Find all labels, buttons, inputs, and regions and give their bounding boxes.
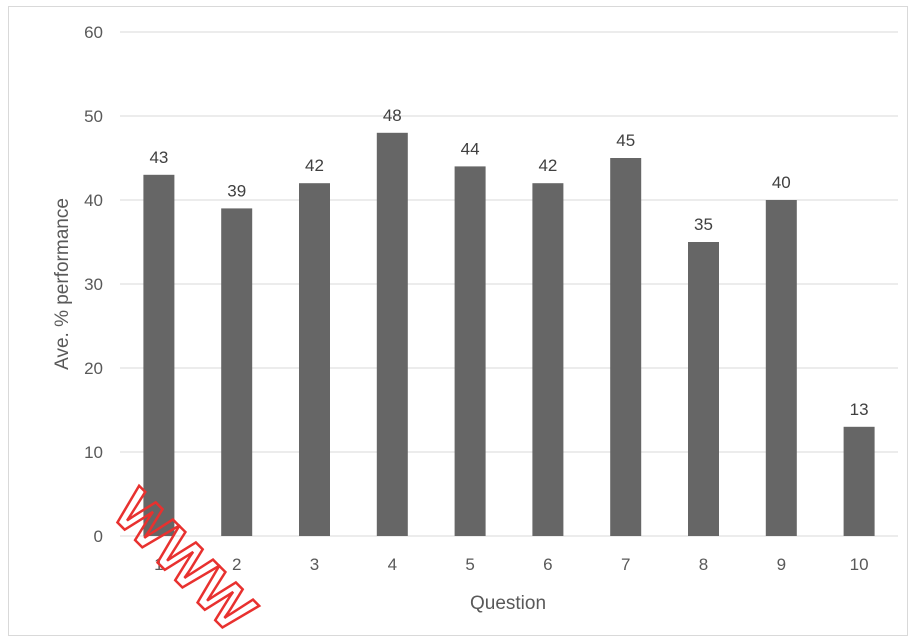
x-tick-label: 3 [310,555,319,574]
data-label: 39 [227,181,246,200]
bars [143,132,875,537]
data-labels: 43 39 42 48 44 42 45 35 40 13 [149,106,868,419]
data-label: 48 [383,106,402,125]
bar [765,200,797,536]
data-label: 40 [772,173,791,192]
x-tick-labels: 1 2 3 4 5 6 7 8 9 10 [154,555,868,574]
y-tick-label: 50 [84,107,103,126]
x-tick-label: 10 [850,555,869,574]
x-tick-label: 9 [777,555,786,574]
x-tick-label: 5 [465,555,474,574]
y-tick-label: 40 [84,191,103,210]
y-tick-labels: 0 10 20 30 40 50 60 [84,23,103,546]
y-tick-label: 10 [84,443,103,462]
data-label: 35 [694,215,713,234]
data-label: 13 [850,400,869,419]
bar [376,132,408,537]
y-axis-title: Ave. % performance [52,198,73,370]
y-tick-label: 20 [84,359,103,378]
bar [532,183,564,536]
y-tick-label: 60 [84,23,103,42]
x-tick-label: 7 [621,555,630,574]
bar [454,166,486,536]
x-tick-label: 4 [388,555,397,574]
y-tick-label: 30 [84,275,103,294]
x-tick-label: 8 [699,555,708,574]
bar [843,426,875,536]
data-label: 42 [538,156,557,175]
data-label: 42 [305,156,324,175]
data-label: 44 [461,139,480,158]
bar [143,174,175,537]
bar [688,242,719,536]
x-axis-title: Question [470,593,546,614]
bar [221,208,253,536]
y-tick-label: 0 [94,527,103,546]
bar [299,183,330,536]
bar [610,158,642,536]
x-tick-label: 1 [154,555,163,574]
x-tick-label: 2 [232,555,241,574]
data-label: 43 [149,148,168,167]
data-label: 45 [616,131,635,150]
x-tick-label: 6 [543,555,552,574]
